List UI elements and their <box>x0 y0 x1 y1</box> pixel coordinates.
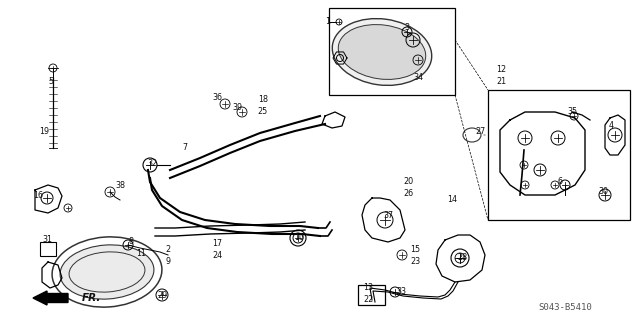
Text: 9: 9 <box>165 257 171 266</box>
Text: 24: 24 <box>212 251 222 261</box>
Text: FR.: FR. <box>82 293 101 303</box>
Bar <box>488 90 630 220</box>
Ellipse shape <box>339 25 426 79</box>
Text: 22: 22 <box>363 295 373 305</box>
Text: 8: 8 <box>129 238 134 247</box>
Text: 1: 1 <box>326 18 330 26</box>
Text: 34: 34 <box>413 72 423 81</box>
Bar <box>329 8 455 95</box>
Text: 10: 10 <box>294 234 304 242</box>
Text: 33: 33 <box>396 287 406 296</box>
Text: 31: 31 <box>42 235 52 244</box>
Text: 30: 30 <box>598 188 608 197</box>
Text: 7: 7 <box>182 143 188 152</box>
Text: 21: 21 <box>496 78 506 86</box>
Text: 19: 19 <box>39 128 49 137</box>
Text: 6: 6 <box>557 177 563 187</box>
Text: 35: 35 <box>567 108 577 116</box>
Text: 26: 26 <box>403 189 413 198</box>
Text: 18: 18 <box>258 95 268 105</box>
Text: 13: 13 <box>363 284 373 293</box>
Text: 15: 15 <box>410 246 420 255</box>
Text: 39: 39 <box>232 103 242 113</box>
Text: 25: 25 <box>258 108 268 116</box>
Bar <box>358 285 385 305</box>
Text: 17: 17 <box>212 240 222 249</box>
Text: 5: 5 <box>49 78 54 86</box>
Ellipse shape <box>332 19 432 85</box>
Text: 32: 32 <box>147 159 157 167</box>
Bar <box>40 242 56 256</box>
Text: 23: 23 <box>410 257 420 266</box>
Text: 28: 28 <box>457 254 467 263</box>
Text: 36: 36 <box>212 93 222 102</box>
Text: 20: 20 <box>403 177 413 187</box>
Ellipse shape <box>60 245 154 299</box>
Text: 29: 29 <box>158 292 168 300</box>
Text: 12: 12 <box>496 65 506 75</box>
Text: S043-B5410: S043-B5410 <box>538 303 592 313</box>
Text: 14: 14 <box>447 196 457 204</box>
Text: 37: 37 <box>383 211 393 220</box>
FancyArrow shape <box>33 291 68 305</box>
Text: 11: 11 <box>136 249 146 258</box>
Text: 4: 4 <box>609 121 614 130</box>
Text: 3: 3 <box>404 24 410 33</box>
Text: 16: 16 <box>33 191 43 201</box>
Text: 27: 27 <box>475 128 485 137</box>
Text: 2: 2 <box>165 246 171 255</box>
Text: 38: 38 <box>115 181 125 189</box>
